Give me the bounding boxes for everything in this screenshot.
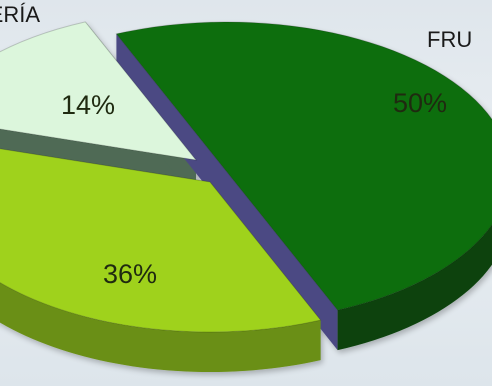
pie-slices <box>0 21 492 373</box>
slice-percent-label-0: 50% <box>393 88 447 118</box>
pie-slice-0 <box>115 21 492 311</box>
pie-slice-1 <box>0 148 322 333</box>
slice-percent-label-1: 36% <box>103 259 157 289</box>
slice-percent-label-2: 14% <box>61 90 115 120</box>
slice-category-label-2: ERÍA <box>0 2 40 27</box>
pie-slice-2 <box>0 21 198 161</box>
slice-category-label-0: FRU <box>427 27 472 52</box>
pie-slice-rim-0-0 <box>337 224 492 351</box>
pie-slice-cut-face-0-0 <box>116 33 227 213</box>
pie-slice-rim-1-0 <box>0 282 321 373</box>
pie-slice-cut-face-0-1 <box>227 172 338 351</box>
pie-labels: 50% FRU 36% 14% ERÍA <box>0 2 472 289</box>
